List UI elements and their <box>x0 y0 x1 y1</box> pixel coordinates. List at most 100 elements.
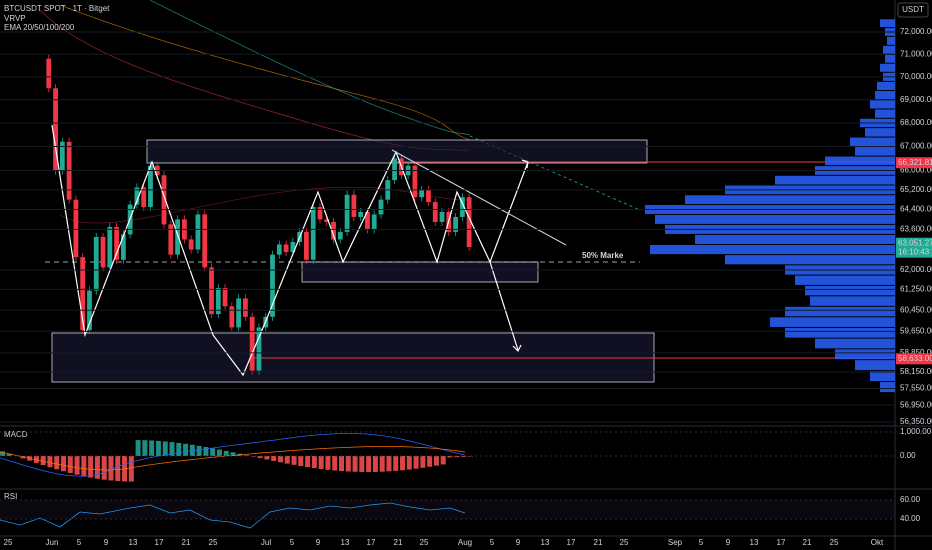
candle <box>317 207 323 220</box>
candle <box>365 211 370 230</box>
price-label-bg <box>896 157 932 169</box>
support-zone <box>301 261 539 283</box>
x-tick-label: 9 <box>316 538 321 547</box>
ema <box>39 9 471 151</box>
macd-bar <box>447 456 453 458</box>
y-tick-label: 60,450.00 <box>900 305 932 314</box>
volume-bar <box>785 306 895 317</box>
price-label-bg <box>896 353 932 365</box>
x-tick-label: 17 <box>567 538 576 547</box>
volume-bar <box>850 137 895 147</box>
macd-bar <box>305 456 311 468</box>
macd-bar <box>345 456 351 472</box>
macd-bar <box>54 456 60 470</box>
macd-bar <box>461 456 467 457</box>
volume-bar <box>795 275 895 285</box>
macd-bar <box>196 445 202 456</box>
volume-bar <box>810 296 895 306</box>
macd-bar <box>67 456 73 474</box>
macd-bar <box>176 442 182 456</box>
candle <box>73 199 79 258</box>
rsi-title: RSI <box>4 492 17 501</box>
resistance-zone <box>146 139 648 164</box>
y-tick-label: 72,000.00 <box>900 27 932 36</box>
currency-button[interactable] <box>897 2 929 18</box>
y-tick-label: 66,000.00 <box>900 166 932 175</box>
macd-bar <box>81 456 87 477</box>
x-tick-label: 5 <box>490 538 495 547</box>
candle <box>229 306 235 328</box>
y-tick-label: 58,150.00 <box>900 367 932 376</box>
candle <box>466 197 472 248</box>
volume-bar <box>885 54 895 63</box>
candle <box>100 236 106 268</box>
x-tick-label: 21 <box>594 538 603 547</box>
candle <box>324 219 330 222</box>
macd-bar <box>216 449 222 456</box>
macd-bar <box>366 456 372 472</box>
candle <box>114 226 119 260</box>
volume-bar <box>870 100 895 109</box>
signal-line <box>0 446 466 471</box>
ema <box>59 186 471 224</box>
candle <box>358 211 364 217</box>
macd-bar <box>183 443 189 456</box>
y-tick-label: 70,000.00 <box>900 72 932 81</box>
candle <box>120 234 126 260</box>
x-tick-label: 17 <box>777 538 786 547</box>
macd-bar <box>74 456 80 475</box>
candle <box>236 298 242 328</box>
currency[interactable]: USDT <box>902 5 924 14</box>
x-tick-label: Jul <box>261 538 271 547</box>
macd-bar <box>223 450 229 456</box>
candle <box>337 231 343 240</box>
candle <box>107 226 113 268</box>
macd-bar <box>271 456 277 461</box>
x-tick-label: 25 <box>420 538 429 547</box>
macd-bar <box>88 456 94 478</box>
candle <box>141 187 147 208</box>
macd-bar <box>379 456 385 472</box>
candle <box>331 221 336 240</box>
x-tick-label: Okt <box>871 538 884 547</box>
y-tick-label: 62,000.00 <box>900 265 932 274</box>
candle <box>134 187 140 205</box>
indicator: EMA 20/50/100/200 <box>4 23 75 32</box>
candle <box>304 231 309 260</box>
candle <box>439 211 445 222</box>
x-tick-label: 21 <box>394 538 403 547</box>
tick-label: 60.00 <box>900 495 921 504</box>
x-tick-label: 9 <box>104 538 109 547</box>
candle <box>459 197 465 217</box>
candle <box>371 214 377 230</box>
tick-label: 0.00 <box>900 451 916 460</box>
volume-bar <box>770 317 895 327</box>
volume-bar <box>825 156 895 166</box>
volume-bar <box>875 91 895 100</box>
macd-bar <box>264 456 270 460</box>
macd-bar <box>325 456 331 470</box>
tick-label: 40.00 <box>900 514 921 523</box>
macd-bar <box>372 456 378 472</box>
y-tick-label: 64,400.00 <box>900 205 932 214</box>
trendline <box>391 149 567 246</box>
indicator: VRVP <box>4 14 26 23</box>
macd-bar <box>94 456 100 479</box>
macd-bar <box>291 456 297 465</box>
arrow-head <box>521 159 529 169</box>
macd-bar <box>393 456 399 471</box>
price-label-bg <box>896 237 932 258</box>
macd-bar <box>311 456 317 469</box>
candle <box>249 316 255 371</box>
candle <box>148 165 153 208</box>
macd-bar <box>406 456 412 470</box>
candle <box>351 194 357 217</box>
candle <box>215 288 221 315</box>
candle <box>256 327 262 371</box>
candle <box>453 216 458 232</box>
macd-bar <box>440 456 446 465</box>
x-tick-label: 13 <box>341 538 350 547</box>
macd-line <box>0 433 466 477</box>
x-tick-label: 21 <box>182 538 191 547</box>
candle <box>80 257 86 331</box>
